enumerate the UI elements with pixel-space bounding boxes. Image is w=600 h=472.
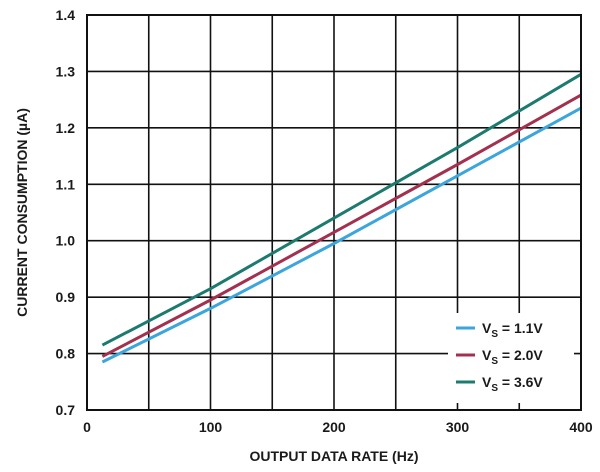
y-tick-label: 0.9 (56, 289, 76, 305)
x-axis-title: OUTPUT DATA RATE (Hz) (249, 448, 418, 464)
legend-label: VS = 3.6V (482, 374, 543, 394)
y-tick-labels: 0.7 0.8 0.9 1.0 1.1 1.2 1.3 1.4 (56, 7, 76, 418)
series-lines (101, 73, 582, 364)
legend-label: VS = 1.1V (482, 320, 543, 340)
y-tick-label: 0.7 (56, 402, 76, 418)
y-axis-title: CURRENT CONSUMPTION (µA) (14, 108, 30, 317)
y-tick-label: 1.4 (56, 7, 76, 23)
y-tick-label: 0.8 (56, 346, 76, 362)
y-tick-label: 1.0 (56, 233, 76, 249)
y-tick-label: 1.1 (56, 176, 76, 192)
series-line-1 (101, 106, 582, 364)
y-tick-label: 1.2 (56, 120, 76, 136)
x-tick-label: 100 (199, 419, 223, 435)
series-line-2 (101, 93, 582, 358)
series-line-3 (101, 73, 582, 347)
x-tick-label: 200 (322, 419, 346, 435)
x-tick-labels: 0 100 200 300 400 (83, 419, 593, 435)
legend: VS = 1.1V VS = 2.0V VS = 3.6V (448, 313, 574, 403)
x-tick-label: 300 (446, 419, 470, 435)
y-tick-label: 1.3 (56, 63, 76, 79)
legend-label: VS = 2.0V (482, 347, 543, 367)
plot-frame (86, 14, 582, 411)
x-tick-label: 0 (83, 419, 91, 435)
x-tick-label: 400 (569, 419, 593, 435)
